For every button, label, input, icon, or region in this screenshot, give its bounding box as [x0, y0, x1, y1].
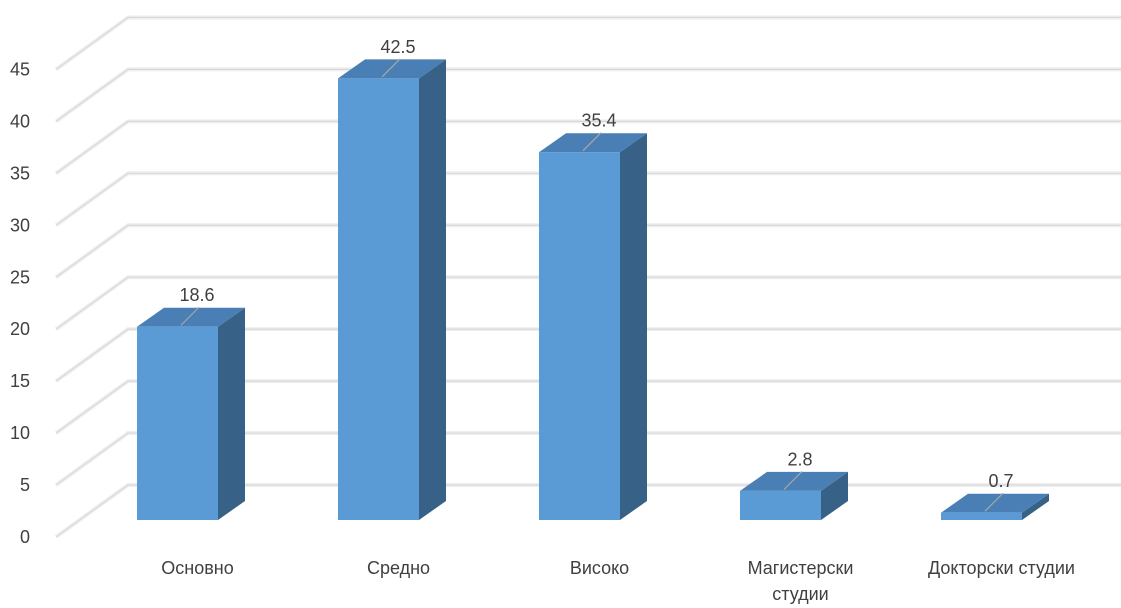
data-label: 2.8: [787, 449, 812, 469]
bar: [338, 59, 446, 521]
gridline: [54, 119, 1121, 175]
bar-top: [941, 493, 1049, 513]
category-label: Основно: [161, 558, 233, 578]
y-tick-label: 10: [10, 423, 30, 443]
y-tick-label: 0: [20, 527, 30, 547]
bar-top: [740, 471, 848, 491]
bars: [137, 59, 1049, 521]
bar: [740, 471, 848, 520]
bar-top: [539, 133, 647, 153]
gridline: [54, 275, 1121, 331]
bar-side: [419, 59, 446, 521]
bar-top: [137, 307, 245, 327]
y-tick-label: 30: [10, 215, 30, 235]
gridlines: [54, 15, 1121, 539]
y-tick-label: 45: [10, 59, 30, 79]
y-tick-label: 20: [10, 319, 30, 339]
gridline: [54, 223, 1121, 279]
category-label: Средно: [367, 558, 430, 578]
bar-front: [338, 78, 419, 521]
data-label: 35.4: [581, 111, 616, 131]
y-tick-label: 25: [10, 267, 30, 287]
leader-line: [984, 492, 1004, 512]
data-label: 0.7: [988, 471, 1013, 491]
gridline: [54, 379, 1121, 435]
bar-front: [539, 152, 620, 520]
y-tick-label: 15: [10, 371, 30, 391]
gridline: [54, 15, 1121, 72]
y-tick-label: 40: [10, 111, 30, 131]
leader-line: [180, 306, 200, 326]
leader-line: [783, 470, 803, 490]
bar: [941, 493, 1049, 520]
bar-front: [941, 512, 1022, 520]
gridline: [54, 431, 1121, 487]
gridline: [54, 67, 1121, 124]
bar-front: [137, 326, 218, 520]
gridline: [54, 171, 1121, 227]
bar-front: [740, 490, 821, 520]
bar-side: [1022, 493, 1049, 520]
y-axis-ticks: 0 5 10 15 20 25 30 35 40 45: [10, 59, 30, 547]
leader-line: [582, 132, 602, 152]
y-tick-label: 35: [10, 163, 30, 183]
leader-line: [381, 58, 401, 78]
category-label: Магистерски студии: [748, 558, 854, 604]
x-axis-labels: Основно Средно Високо Магистерски студии Докт…: [161, 558, 1075, 604]
y-tick-label: 5: [20, 475, 30, 495]
bar-side: [620, 133, 647, 520]
bar-side: [821, 471, 848, 520]
data-labels: 18.6 42.5 35.4 2.8 0.7: [179, 37, 1014, 512]
bar: [539, 133, 647, 520]
data-label: 18.6: [179, 285, 214, 305]
bar-side: [218, 307, 245, 520]
category-label: Високо: [570, 558, 629, 578]
bar-top: [338, 59, 446, 79]
data-label: 42.5: [380, 37, 415, 57]
category-label: Докторски студии: [928, 558, 1075, 578]
bar: [137, 307, 245, 520]
gridline: [54, 327, 1121, 383]
